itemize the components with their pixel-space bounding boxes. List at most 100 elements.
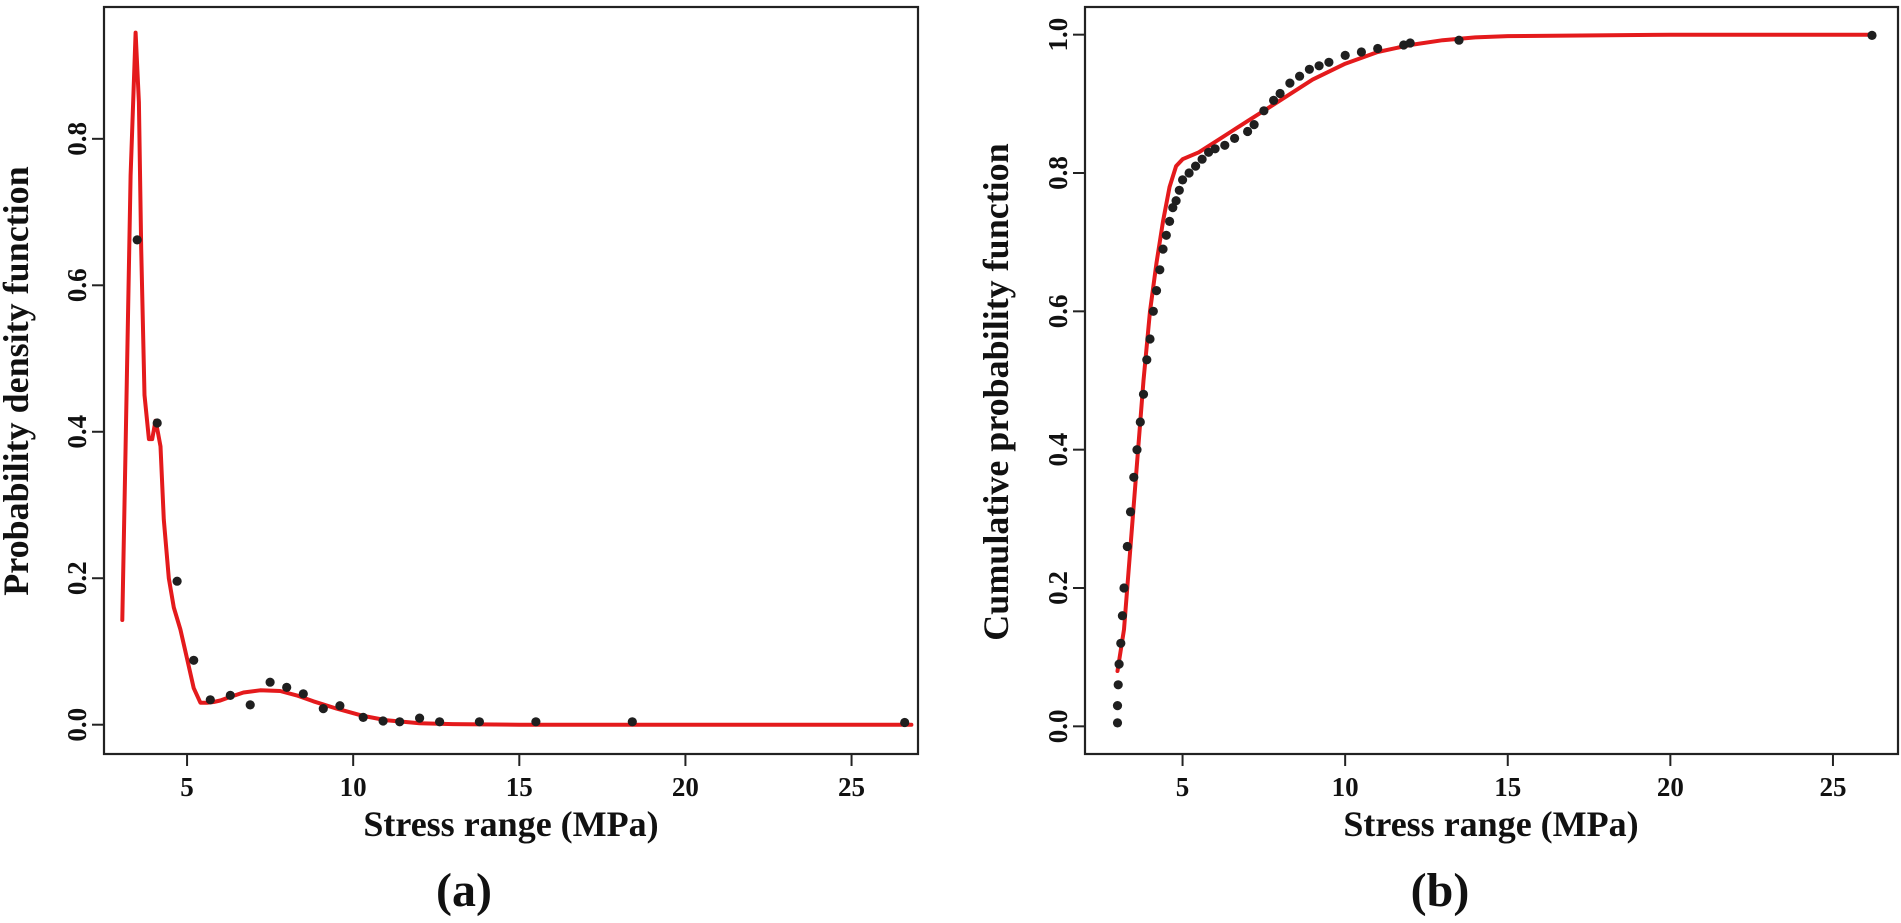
panel-b-y-tick-label: 1.0 — [1043, 18, 1073, 52]
panel-b-data-point — [1116, 638, 1126, 648]
panel-b-data-point — [1129, 472, 1139, 482]
panel-b-data-point — [1112, 701, 1123, 711]
panel-b-data-point — [1210, 144, 1220, 154]
panel-b-data-point — [1112, 718, 1123, 728]
panel-a-caption-label: (a) — [436, 864, 492, 917]
panel-b-data-point — [1197, 154, 1207, 164]
panel-a-x-tick-label: 20 — [672, 772, 699, 802]
panel-b-cdf-chart: 0.0 0.2 0.4 0.6 0.8 1.0 5 10 15 20 25 Stress rang… — [976, 5, 1900, 917]
panel-a-x-tick-label: 25 — [838, 772, 865, 802]
panel-a-data-point — [298, 689, 308, 699]
panel-b-data-point — [1119, 583, 1129, 593]
panel-b-data-point — [1125, 507, 1136, 517]
panel-b-data-point — [1135, 417, 1145, 427]
panel-b-data-point — [1356, 47, 1366, 57]
panel-b-data-point — [1230, 133, 1240, 143]
panel-b-data-point — [1151, 286, 1162, 296]
panel-a-data-point — [318, 704, 328, 714]
panel-b-y-tick-label: 0.0 — [1043, 709, 1073, 743]
panel-b-data-point — [1158, 244, 1168, 254]
panel-a-data-point — [189, 655, 199, 665]
panel-a-x-tick-label: 5 — [180, 772, 194, 802]
panel-b-data-point — [1184, 168, 1194, 178]
panel-a-data-point — [531, 717, 541, 727]
panel-b-data-point — [1161, 230, 1171, 240]
panel-b-data-point — [1269, 95, 1279, 105]
panel-a-data-point — [245, 700, 255, 710]
panel-a-x-tick-label: 10 — [340, 772, 367, 802]
panel-a-data-point — [378, 716, 388, 726]
panel-b-x-tick-label: 15 — [1494, 772, 1521, 802]
panel-b-data-point — [1174, 185, 1184, 195]
panel-a-y-tick-label: 0.2 — [62, 561, 92, 595]
panel-b-y-tick-label: 0.4 — [1043, 433, 1073, 467]
panel-a-plot-frame — [102, 5, 920, 756]
panel-b-data-point — [1191, 161, 1201, 171]
panel-b-data-point — [1142, 355, 1152, 365]
panel-b-y-axis: 0.0 0.2 0.4 0.6 0.8 1.0 — [1043, 18, 1085, 743]
panel-b-y-tick-label: 0.8 — [1043, 156, 1073, 190]
panel-a-data-point — [132, 235, 142, 245]
panel-a-data-point — [474, 717, 484, 727]
panel-a-data-point — [335, 701, 345, 711]
panel-b-data-point — [1867, 30, 1877, 40]
panel-b-data-point — [1165, 216, 1175, 226]
panel-b-data-point — [1295, 71, 1305, 81]
panel-b-data-point — [1249, 120, 1259, 130]
panel-b-x-axis: 5 10 15 20 25 — [1176, 754, 1846, 802]
panel-b-data-point — [1113, 680, 1123, 690]
panel-a-data-point — [900, 717, 910, 728]
panel-b-data-point — [1243, 126, 1253, 137]
panel-a-data-point — [358, 712, 368, 723]
panel-b-data-point — [1155, 265, 1165, 275]
panel-b-y-axis-label: Cumulative probability function — [976, 143, 1016, 640]
panel-a-data-point — [282, 682, 292, 693]
panel-b-caption-label: (b) — [1411, 864, 1470, 917]
panel-a-y-axis-label: Probability density function — [0, 166, 36, 595]
panel-b-plot-frame — [1083, 5, 1900, 756]
panel-b-y-tick-label: 0.6 — [1043, 294, 1073, 328]
panel-b-x-tick-label: 5 — [1176, 772, 1190, 802]
panel-a-data-point — [225, 690, 235, 701]
panel-b-data-point — [1132, 445, 1142, 455]
panel-a-pdf-chart: 0.0 0.2 0.4 0.6 0.8 5 10 15 20 25 Stress range (… — [0, 5, 920, 917]
panel-a-y-tick-label: 0.8 — [62, 122, 92, 156]
panel-b-data-point — [1259, 106, 1269, 116]
panel-a-data-point — [435, 717, 445, 727]
panel-b-data-point — [1138, 389, 1149, 399]
panel-b-data-point — [1145, 334, 1155, 344]
panel-a-data-point — [152, 418, 162, 428]
panel-a-y-axis: 0.0 0.2 0.4 0.6 0.8 — [62, 122, 104, 742]
panel-b-data-point — [1405, 38, 1415, 48]
panel-b-data-point — [1171, 196, 1181, 206]
panel-a-fit-line — [120, 30, 914, 727]
panel-b-data-point — [1275, 88, 1285, 99]
panel-b-data-point — [1324, 57, 1334, 67]
panel-a-y-tick-label: 0.4 — [62, 415, 92, 449]
panel-a-y-tick-label: 0.0 — [62, 708, 92, 742]
panel-b-data-point — [1314, 61, 1324, 71]
panel-a-data-point — [627, 717, 637, 727]
panel-b-y-tick-label: 0.2 — [1043, 571, 1073, 605]
panel-a-fit-series — [120, 30, 914, 727]
panel-b-data-point — [1168, 203, 1178, 213]
panel-b-data-point — [1454, 35, 1464, 45]
panel-b-data-point — [1122, 541, 1132, 552]
panel-a-y-tick-label: 0.6 — [62, 268, 92, 302]
panel-b-fit-line — [1115, 32, 1874, 673]
panel-a-x-axis-label: Stress range (MPa) — [363, 804, 658, 844]
panel-b-x-tick-label: 10 — [1332, 772, 1359, 802]
panel-b-data-point — [1373, 43, 1383, 54]
panel-b-x-axis-label: Stress range (MPa) — [1343, 804, 1638, 844]
panel-a-x-tick-label: 15 — [506, 772, 533, 802]
panel-b-empirical-series — [1112, 30, 1877, 728]
panel-b-data-point — [1178, 175, 1188, 185]
panel-b-data-point — [1220, 140, 1230, 150]
panel-b-data-point — [1285, 78, 1295, 88]
panel-a-data-point — [395, 717, 405, 727]
panel-a-x-axis: 5 10 15 20 25 — [180, 754, 865, 802]
panel-b-x-tick-label: 20 — [1657, 772, 1684, 802]
panel-b-data-point — [1117, 611, 1127, 621]
